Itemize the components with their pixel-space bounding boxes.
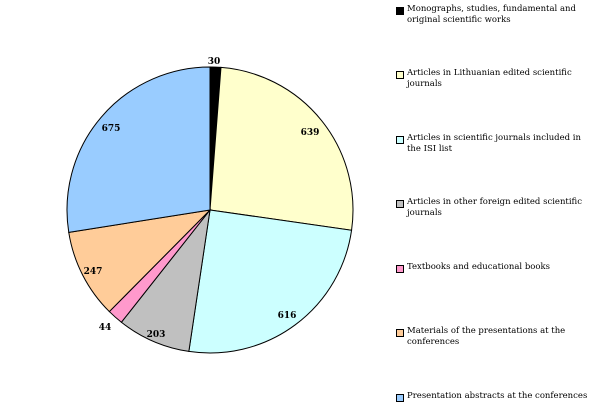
slice-value-label: 616: [278, 311, 297, 321]
slice-value-label: 247: [84, 267, 103, 277]
legend-item: Presentation abstracts at the conference…: [396, 391, 596, 402]
legend-label: Presentation abstracts at the conference…: [407, 391, 588, 401]
legend-swatch: [396, 200, 404, 208]
legend-label: Articles in Lithuanian edited scientific…: [407, 68, 572, 89]
legend-swatch: [396, 136, 404, 144]
legend-swatch: [396, 71, 404, 79]
pie-slice: [68, 209, 212, 313]
legend-item: Materials of the presentations at the co…: [396, 326, 596, 348]
legend-item: Articles in other foreign edited scienti…: [396, 197, 596, 219]
legend-label: Articles in other foreign edited scienti…: [407, 197, 582, 218]
pie-slices: [66, 66, 354, 354]
legend-swatch: [396, 7, 404, 15]
legend-swatch: [396, 394, 404, 402]
legend-swatch: [396, 265, 404, 273]
legend-label: Articles in scientific journals included…: [407, 133, 581, 154]
pie-slice: [188, 209, 353, 354]
pie-value-labels: 30 639 616 203 44 247 675: [84, 57, 320, 340]
legend-item: Textbooks and educational books: [396, 262, 596, 273]
slice-value-label: 675: [102, 124, 121, 134]
legend: Monographs, studies, fundamental and ori…: [396, 0, 596, 411]
slice-value-label: 44: [99, 323, 112, 333]
legend-label: Textbooks and educational books: [407, 262, 551, 272]
legend-item: Monographs, studies, fundamental and ori…: [396, 4, 596, 26]
slice-value-label: 203: [147, 330, 166, 340]
legend-swatch: [396, 329, 404, 337]
legend-item: Articles in Lithuanian edited scientific…: [396, 68, 596, 90]
slice-value-label: 639: [301, 128, 320, 138]
slice-value-label: 30: [208, 57, 221, 67]
legend-label: Materials of the presentations at the co…: [407, 326, 566, 347]
legend-label: Monographs, studies, fundamental and ori…: [407, 4, 576, 25]
pie-slice: [66, 66, 211, 233]
legend-item: Articles in scientific journals included…: [396, 133, 596, 155]
pie-slice: [209, 66, 354, 231]
